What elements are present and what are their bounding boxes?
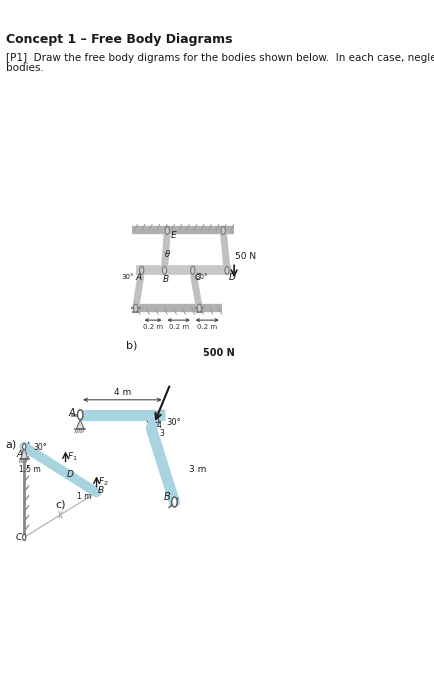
Text: A: A bbox=[135, 273, 141, 282]
Circle shape bbox=[162, 266, 167, 274]
Polygon shape bbox=[21, 447, 27, 459]
Text: 5: 5 bbox=[154, 416, 159, 425]
Circle shape bbox=[23, 534, 26, 540]
Circle shape bbox=[172, 497, 177, 507]
Circle shape bbox=[139, 266, 144, 274]
Text: $F_1$: $F_1$ bbox=[67, 451, 77, 463]
Circle shape bbox=[165, 227, 169, 235]
Text: bodies.: bodies. bbox=[6, 63, 43, 73]
Circle shape bbox=[134, 304, 138, 312]
Text: B: B bbox=[98, 486, 104, 495]
Text: 4: 4 bbox=[157, 421, 161, 430]
Text: C: C bbox=[194, 273, 201, 282]
Text: 3: 3 bbox=[159, 429, 164, 438]
Text: 1 m: 1 m bbox=[77, 492, 91, 501]
Text: 4 m: 4 m bbox=[114, 388, 131, 397]
Circle shape bbox=[197, 304, 201, 312]
Text: D: D bbox=[67, 470, 73, 479]
Circle shape bbox=[221, 227, 225, 235]
Text: 30°: 30° bbox=[122, 274, 134, 280]
Text: B: B bbox=[163, 492, 170, 502]
Circle shape bbox=[78, 410, 83, 420]
Circle shape bbox=[191, 266, 195, 274]
Text: c): c) bbox=[56, 499, 66, 510]
Text: 3 m: 3 m bbox=[189, 465, 206, 474]
Text: A: A bbox=[16, 449, 23, 459]
Text: B: B bbox=[163, 275, 169, 284]
Text: 0.2 m: 0.2 m bbox=[168, 324, 189, 330]
Polygon shape bbox=[169, 498, 178, 508]
Text: E: E bbox=[171, 232, 177, 240]
Text: a): a) bbox=[6, 440, 17, 449]
Polygon shape bbox=[76, 420, 84, 428]
Text: 500 N: 500 N bbox=[203, 348, 234, 358]
Text: 30°: 30° bbox=[166, 418, 181, 427]
Text: 30°: 30° bbox=[33, 442, 46, 452]
Text: 0.2 m: 0.2 m bbox=[143, 324, 163, 330]
Text: θ: θ bbox=[165, 251, 171, 260]
Text: C: C bbox=[16, 533, 22, 542]
Circle shape bbox=[225, 266, 229, 274]
Text: $F_2$: $F_2$ bbox=[98, 475, 108, 488]
Text: A: A bbox=[68, 407, 75, 418]
Text: 0.2 m: 0.2 m bbox=[197, 324, 217, 330]
Text: b): b) bbox=[126, 340, 138, 350]
Text: 50 N: 50 N bbox=[235, 253, 256, 261]
Text: 30°: 30° bbox=[195, 274, 207, 280]
Text: D: D bbox=[229, 273, 236, 282]
Text: [P1]  Draw the free body digrams for the bodies shown below.  In each case, negl: [P1] Draw the free body digrams for the … bbox=[6, 53, 434, 63]
Circle shape bbox=[23, 444, 26, 449]
Text: 1.5 m: 1.5 m bbox=[19, 465, 40, 473]
Text: Concept 1 – Free Body Diagrams: Concept 1 – Free Body Diagrams bbox=[6, 33, 233, 46]
